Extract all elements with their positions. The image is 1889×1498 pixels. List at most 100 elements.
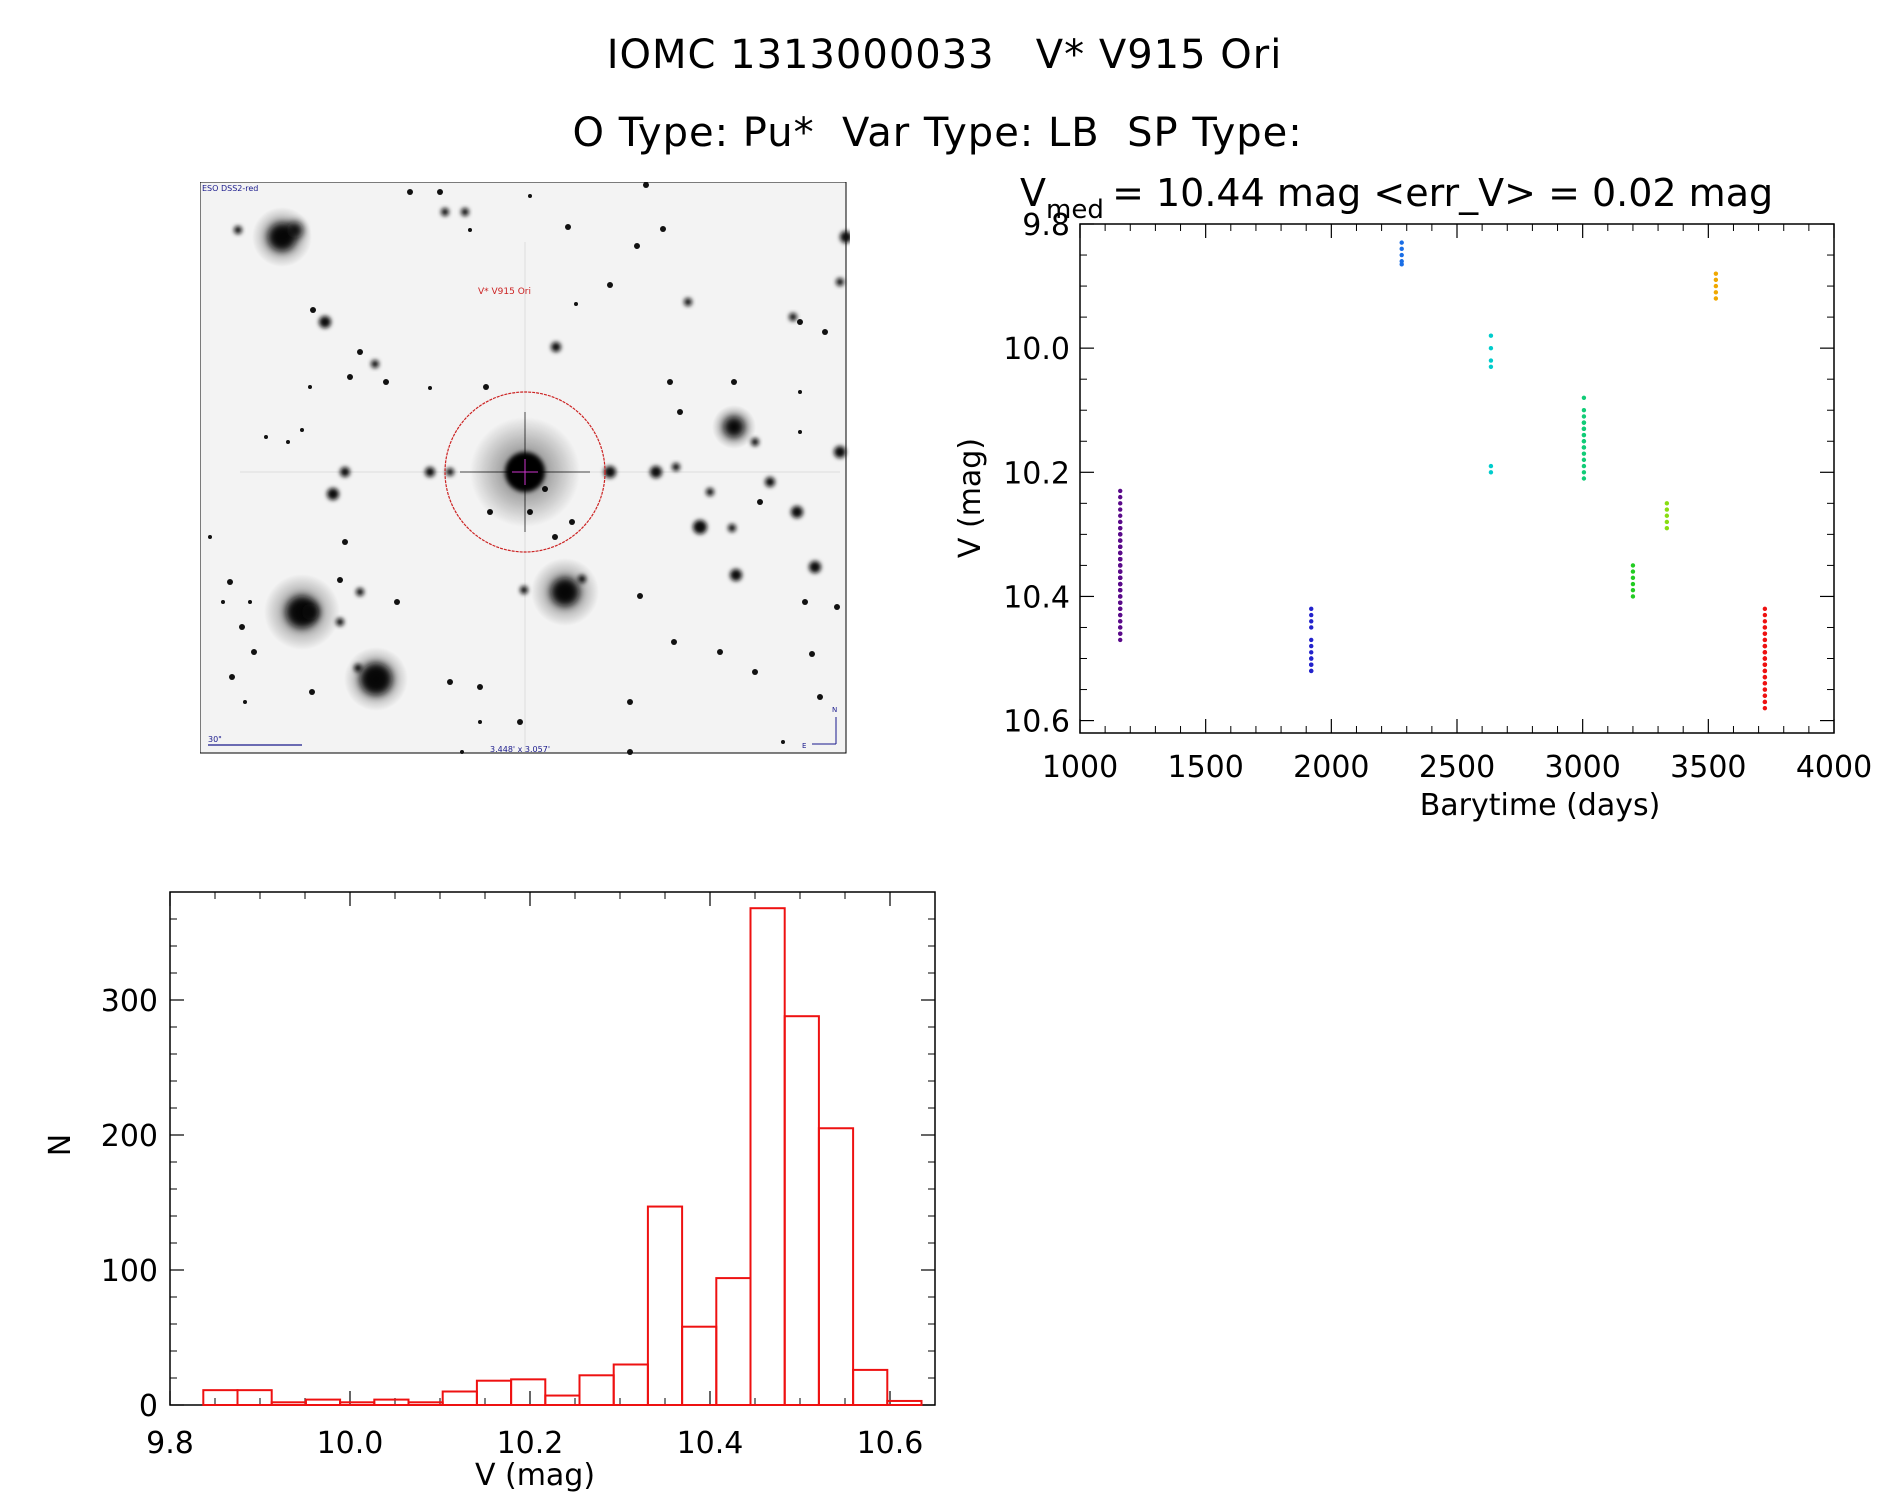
target-crosshair [512, 459, 538, 485]
y-tick-label: 9.8 [1022, 208, 1070, 243]
field-star [565, 224, 571, 230]
data-point [1118, 575, 1123, 581]
data-point [1762, 687, 1768, 692]
field-star [425, 467, 435, 477]
field-star [371, 360, 379, 368]
data-point [1762, 681, 1768, 686]
data-point [1713, 283, 1719, 289]
fov-label: 3.448' x 3.057' [490, 745, 550, 754]
data-point [1488, 364, 1494, 369]
data-point [1118, 556, 1123, 562]
data-point [1581, 445, 1587, 450]
field-star [798, 430, 802, 434]
y-tick-label: 200 [101, 1119, 158, 1154]
x-tick-label: 2500 [1419, 750, 1495, 785]
data-point [1118, 569, 1123, 574]
y-tick-label: 10.6 [1003, 705, 1070, 740]
star-halo [264, 574, 340, 650]
data-point [1581, 395, 1587, 401]
data-point [1309, 619, 1314, 624]
field-star [356, 588, 364, 596]
histogram-bar [886, 1399, 923, 1407]
data-point [1630, 581, 1636, 587]
data-point [1118, 525, 1123, 531]
field-star [478, 720, 482, 724]
data-point [1581, 439, 1587, 444]
field-star [517, 719, 523, 725]
data-point [1118, 581, 1123, 587]
field-star [428, 386, 432, 390]
field-star [310, 307, 316, 313]
field-star [229, 674, 235, 680]
data-point [1118, 594, 1123, 599]
field-star [752, 669, 758, 675]
data-point [1581, 451, 1587, 456]
field-star [239, 624, 245, 630]
field-star [286, 440, 290, 444]
histogram-frame [169, 891, 936, 1406]
east-label: E [802, 742, 806, 750]
x-tick-label: 10.2 [497, 1426, 564, 1461]
sky-image-panel: ESO DSS2-red V* V915 Ori 30" 3.448' x 3.… [199, 181, 852, 769]
x-tick-label: 3500 [1670, 750, 1746, 785]
field-star [789, 313, 797, 321]
data-point [1118, 544, 1123, 549]
histogram-bar [270, 1401, 307, 1406]
histogram-bar [236, 1389, 273, 1406]
field-star [342, 539, 348, 545]
field-star [447, 679, 453, 685]
data-point [1309, 612, 1314, 618]
data-point [1118, 532, 1123, 537]
field-star [477, 684, 483, 690]
data-point [1118, 606, 1123, 612]
star-halo [712, 405, 756, 449]
field-star [337, 577, 343, 583]
lightcurve-axes: 1000 1500 2000 2500 3000 3500 4000 9.8 10.0 10.2 1… [1003, 208, 1872, 785]
histogram-bar [373, 1398, 410, 1406]
field-star [717, 649, 723, 655]
field-star [221, 600, 225, 604]
field-star [604, 466, 616, 478]
histogram-bar [612, 1363, 649, 1406]
data-point [1118, 619, 1123, 624]
data-point [1118, 625, 1123, 630]
field-star [309, 689, 315, 695]
field-star [781, 740, 785, 744]
star-halo [344, 647, 408, 711]
field-star [437, 189, 443, 195]
histogram-axes: 9.8 10.0 10.2 10.4 10.6 0 100 200 300 [101, 891, 936, 1461]
data-point [1488, 470, 1494, 475]
field-star [234, 226, 242, 234]
x-tick-label: 10.0 [317, 1426, 384, 1461]
field-star [660, 226, 666, 232]
data-point [1630, 569, 1636, 574]
data-point [1762, 650, 1768, 655]
field-star [319, 316, 331, 328]
y-tick-label: 100 [101, 1254, 158, 1289]
lightcurve-frame [1079, 223, 1835, 734]
field-star [308, 385, 312, 389]
histogram-bar [475, 1379, 513, 1407]
data-point [1762, 662, 1768, 667]
data-point [1762, 631, 1768, 636]
field-star [834, 446, 846, 458]
field-star [817, 694, 823, 700]
data-point [1630, 563, 1636, 568]
histogram-bar [578, 1374, 615, 1406]
data-point [1118, 488, 1123, 494]
data-point [1762, 606, 1768, 612]
data-point [1118, 513, 1123, 518]
data-point [1581, 457, 1587, 463]
field-star [684, 298, 692, 306]
field-star [340, 467, 350, 477]
data-point [1630, 588, 1636, 593]
chart-title-line2: O Type: Pu* Var Type: LB SP Type: [572, 110, 1317, 156]
lightcurve-ylabel: V (mag) [953, 438, 988, 558]
field-star [208, 535, 212, 539]
field-star [248, 600, 252, 604]
star-field [208, 182, 852, 769]
histogram-bar [441, 1390, 478, 1406]
field-star [836, 278, 844, 286]
data-point [1118, 612, 1123, 618]
field-star [627, 699, 633, 705]
